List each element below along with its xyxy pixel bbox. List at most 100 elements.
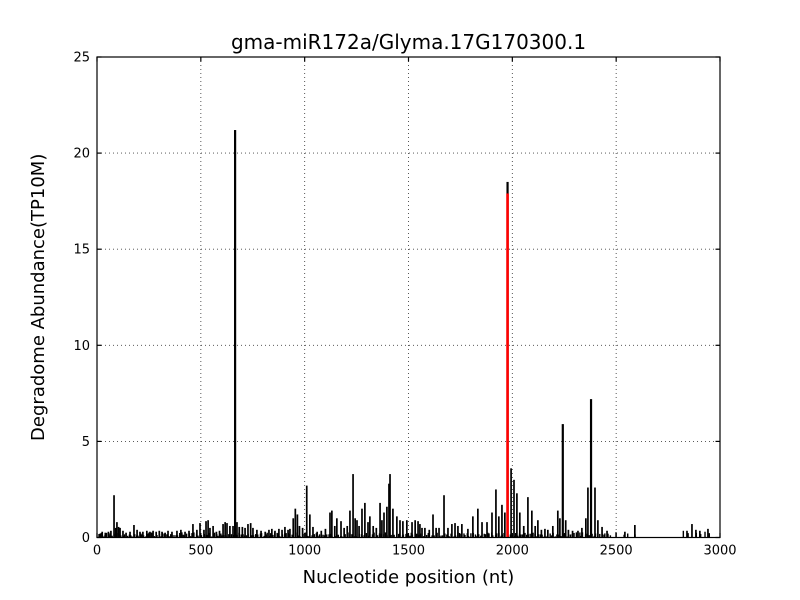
spike-bar (340, 521, 342, 538)
y-tick-label: 10 (73, 339, 90, 354)
spike-bar (238, 526, 241, 538)
spike-bar (405, 520, 408, 538)
noise-bar (460, 533, 462, 538)
noise-bar (351, 534, 353, 538)
noise-bar (365, 533, 368, 538)
noise-bar (240, 534, 242, 538)
spike-bar (333, 525, 336, 538)
spike-bar (167, 530, 169, 538)
spike-bar (226, 523, 228, 538)
noise-bar (337, 534, 340, 538)
spike-bar (114, 527, 117, 538)
noise-bar (328, 534, 330, 538)
spike-bar (477, 508, 479, 538)
noise-bar (407, 533, 409, 538)
noise-bar (588, 535, 590, 538)
spike-bar (305, 485, 308, 538)
spike-bar (367, 522, 369, 538)
noise-bar (397, 533, 400, 538)
noise-bar (514, 533, 517, 538)
spike-bar (324, 528, 327, 538)
spike-bar (383, 512, 385, 538)
x-tick-labels: 0 500 1000 1500 2000 2500 3000 (93, 544, 737, 559)
y-tick-labels: 0 5 10 15 20 25 (73, 51, 90, 547)
spike-bar (316, 531, 318, 538)
spike-bar (343, 527, 345, 538)
noise-bar (206, 534, 208, 538)
noise-bar (109, 533, 111, 538)
spike-bar (110, 530, 112, 538)
noise-bar (220, 533, 222, 538)
spike-bar (594, 487, 596, 538)
spike-bar (107, 531, 110, 538)
noise-bar (464, 534, 466, 538)
spike-bar (152, 530, 154, 538)
noise-bar (100, 532, 102, 538)
x-tick-label: 0 (93, 544, 101, 559)
spike-bar (229, 525, 231, 538)
spike-bar (522, 525, 525, 538)
spike-bar (241, 526, 244, 538)
spike-bar (634, 525, 636, 538)
noise-bar (599, 533, 601, 538)
spike-bar (232, 525, 234, 538)
noise-bar (549, 533, 551, 538)
noise-bar (307, 535, 309, 538)
noise-bar (687, 533, 689, 538)
noise-bar (179, 532, 181, 538)
noise-bar (390, 534, 392, 538)
red-highlight-bar (506, 193, 509, 538)
spike-bar (294, 508, 297, 538)
noise-bar (529, 533, 531, 538)
noise-bar (521, 534, 524, 538)
spike-bar (352, 474, 354, 538)
noise-bar (579, 535, 582, 538)
noise-bar (318, 534, 321, 538)
spike-bar (301, 527, 304, 538)
spike-bar (435, 527, 437, 538)
noise-bar (423, 536, 425, 538)
spike-bar (577, 530, 579, 538)
grid-lines (97, 57, 720, 538)
spike-bar (414, 520, 416, 538)
spike-bar (274, 530, 276, 538)
spike-bar (356, 520, 358, 538)
spike-bar (691, 524, 693, 538)
spike-bar (589, 399, 593, 538)
spike-bar (584, 518, 587, 538)
spike-bar (222, 524, 224, 538)
noise-bar (263, 535, 265, 538)
spike-bar (491, 512, 493, 538)
noise-bar (153, 536, 156, 538)
x-tick-label: 2000 (496, 544, 529, 559)
noise-bar (427, 532, 429, 538)
noise-bar (182, 534, 184, 538)
x-tick-label: 1500 (392, 544, 425, 559)
spike-bar (215, 531, 218, 538)
x-tick-label: 1000 (288, 544, 321, 559)
noise-bar (251, 535, 253, 538)
noise-bar (193, 532, 195, 538)
spike-bar (268, 529, 270, 538)
spike-bar (504, 512, 506, 538)
noise-bar (563, 533, 566, 538)
spike-bar (287, 529, 289, 538)
noise-bar (440, 535, 442, 538)
y-tick-label: 0 (82, 531, 90, 546)
noise-bar (221, 535, 223, 538)
spike-bar (510, 468, 512, 538)
spike-bar (581, 527, 583, 538)
noise-bar (150, 532, 153, 538)
noise-bar (433, 535, 435, 538)
spike-bar (527, 497, 529, 538)
noise-bar (560, 536, 562, 538)
spike-bar (389, 474, 391, 538)
noise-bar (368, 535, 370, 538)
spike-bar (516, 493, 518, 538)
y-tick-label: 5 (82, 435, 90, 450)
spike-bar (699, 530, 701, 538)
noise-bar (105, 532, 108, 538)
noise-bar (181, 532, 183, 538)
spike-bar (686, 530, 688, 538)
